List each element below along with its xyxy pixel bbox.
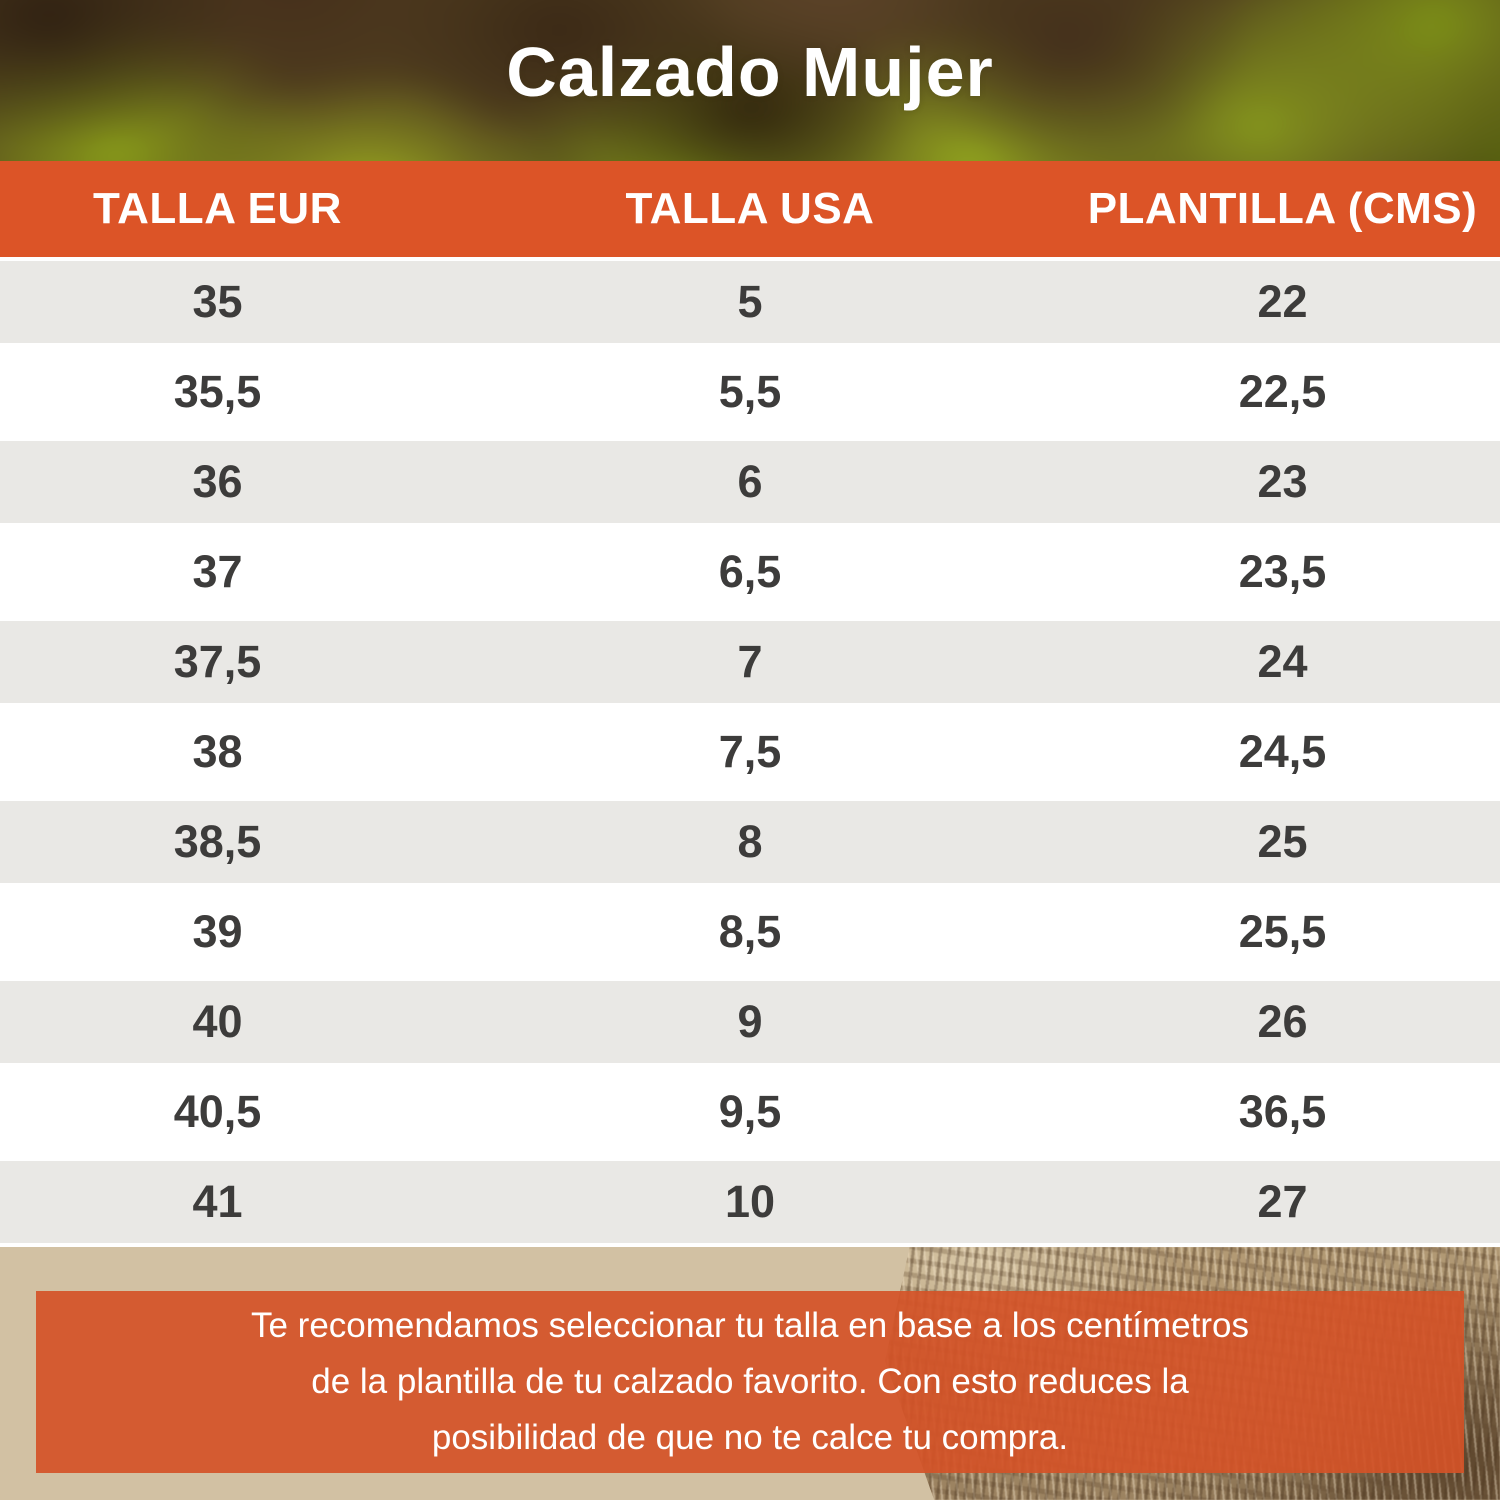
cell-plantilla-cms: 36,5 [1238, 1086, 1327, 1137]
cell-talla-usa: 5 [737, 276, 763, 327]
cell-talla-eur: 39 [192, 906, 243, 957]
size-table-body: 35 5 22 35,5 5,5 22,5 36 6 23 37 6,5 23,5 37,5 7 24 38 7… [0, 257, 1500, 1247]
cell-talla-usa: 9 [737, 996, 763, 1047]
column-header-talla-usa: TALLA USA [625, 184, 875, 233]
cell-plantilla-cms: 22,5 [1238, 366, 1327, 417]
table-row: 38,5 8 25 [0, 797, 1500, 887]
recommendation-note-text: Te recomendamos seleccionar tu talla en … [251, 1298, 1249, 1466]
cell-plantilla-cms: 23 [1257, 456, 1308, 507]
table-row: 38 7,5 24,5 [0, 707, 1500, 797]
cell-plantilla-cms: 23,5 [1238, 546, 1327, 597]
cell-talla-usa: 9,5 [718, 1086, 782, 1137]
table-row: 37 6,5 23,5 [0, 527, 1500, 617]
note-line: Te recomendamos seleccionar tu talla en … [250, 1306, 1249, 1345]
recommendation-note: Te recomendamos seleccionar tu talla en … [36, 1291, 1464, 1473]
cell-plantilla-cms: 22 [1257, 276, 1308, 327]
cell-talla-eur: 36 [192, 456, 243, 507]
cell-plantilla-cms: 25 [1257, 816, 1308, 867]
column-header-talla-eur: TALLA EUR [93, 184, 342, 233]
cell-talla-usa: 5,5 [718, 366, 782, 417]
cell-talla-eur: 37,5 [173, 636, 262, 687]
cell-talla-eur: 35 [192, 276, 243, 327]
table-row: 36 6 23 [0, 437, 1500, 527]
cell-talla-usa: 7,5 [718, 726, 782, 777]
cell-talla-usa: 7 [737, 636, 763, 687]
cell-plantilla-cms: 25,5 [1238, 906, 1327, 957]
cell-talla-eur: 38 [192, 726, 243, 777]
cell-talla-usa: 6 [737, 456, 763, 507]
table-row: 40,5 9,5 36,5 [0, 1067, 1500, 1157]
cell-plantilla-cms: 24 [1257, 636, 1308, 687]
cell-talla-usa: 8,5 [718, 906, 782, 957]
cell-talla-eur: 40 [192, 996, 243, 1047]
cell-talla-usa: 8 [737, 816, 763, 867]
table-row: 37,5 7 24 [0, 617, 1500, 707]
table-row: 41 10 27 [0, 1157, 1500, 1247]
cell-plantilla-cms: 27 [1257, 1176, 1308, 1227]
page-title: Calzado Mujer [506, 33, 994, 111]
cell-plantilla-cms: 26 [1257, 996, 1308, 1047]
cell-talla-usa: 6,5 [718, 546, 782, 597]
table-header-row: TALLA EUR TALLA USA PLANTILLA (CMS) [0, 161, 1500, 257]
note-line: de la plantilla de tu calzado favorito. … [311, 1362, 1189, 1401]
note-line: posibilidad de que no te calce tu compra… [431, 1418, 1069, 1457]
cell-talla-eur: 38,5 [173, 816, 262, 867]
foliage-photo-background [0, 0, 1500, 161]
table-row: 35,5 5,5 22,5 [0, 347, 1500, 437]
table-row: 39 8,5 25,5 [0, 887, 1500, 977]
cell-talla-eur: 37 [192, 546, 243, 597]
cell-talla-usa: 10 [724, 1176, 776, 1227]
hero-photo: Calzado Mujer [0, 0, 1500, 161]
column-header-plantilla-cms: PLANTILLA (CMS) [1087, 184, 1478, 233]
cell-talla-eur: 35,5 [173, 366, 262, 417]
cell-talla-eur: 40,5 [173, 1086, 262, 1137]
table-row: 40 9 26 [0, 977, 1500, 1067]
cell-plantilla-cms: 24,5 [1238, 726, 1327, 777]
cell-talla-eur: 41 [192, 1176, 243, 1227]
table-row: 35 5 22 [0, 257, 1500, 347]
